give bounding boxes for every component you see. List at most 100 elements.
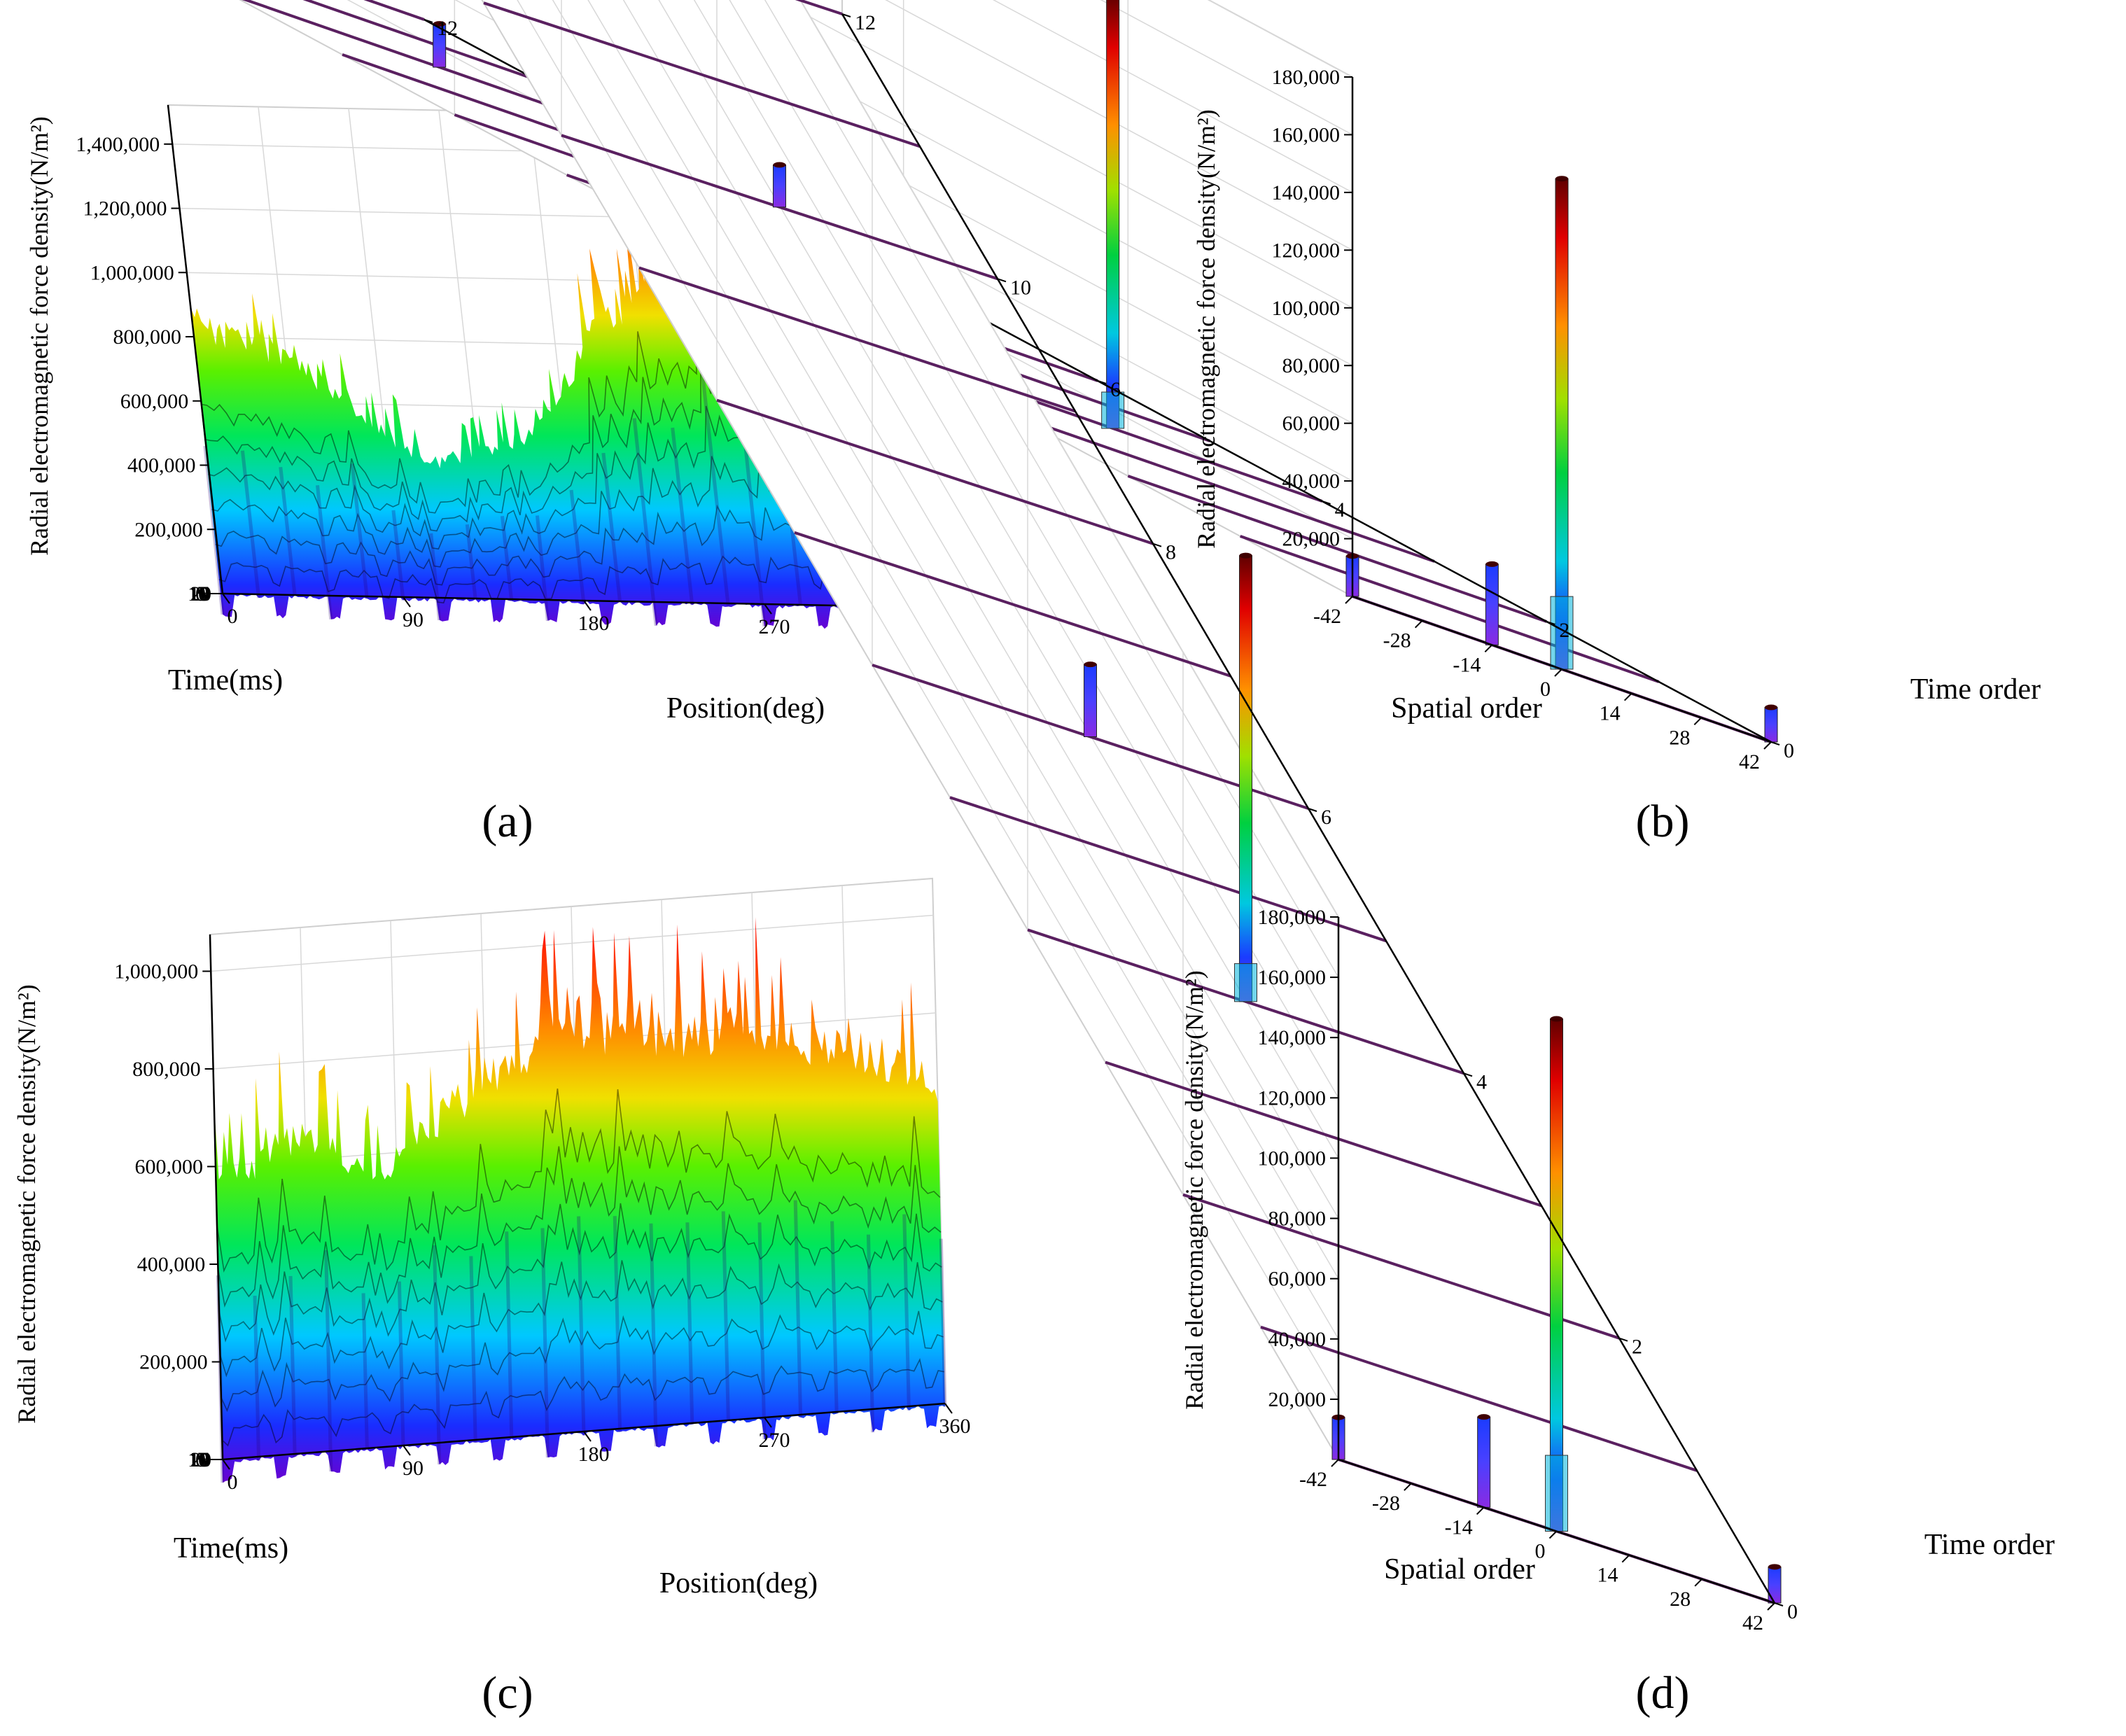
bar <box>1550 1018 1563 1532</box>
y-tick <box>1770 741 1780 746</box>
y-tick-label: 0 <box>1784 739 1794 762</box>
z-tick-label: 120,000 <box>1258 1086 1327 1110</box>
bar <box>1477 1416 1491 1508</box>
x-tick <box>1763 741 1772 750</box>
x-tick <box>583 1431 592 1442</box>
bar-top <box>773 162 786 168</box>
grid-line <box>777 0 1353 309</box>
y-tick-label: 8 <box>1166 541 1176 564</box>
bar <box>1768 1566 1782 1604</box>
z-tick-label: 140,000 <box>1272 181 1341 204</box>
panel-label-a: (a) <box>482 796 533 847</box>
surface-ridge <box>324 1250 333 1472</box>
x-axis-title: Position(deg) <box>666 692 825 724</box>
z-tick-label: 120,000 <box>1272 239 1341 262</box>
surface-ridge <box>465 524 477 600</box>
surface-ridge <box>685 1222 694 1424</box>
x-tick-label: 0 <box>1535 1540 1546 1563</box>
y-tick-label: 15 <box>189 1448 210 1471</box>
x-tick-label: 180 <box>578 1443 610 1466</box>
grid-line <box>669 0 1353 366</box>
x-tick-label: 0 <box>1540 678 1551 701</box>
bar-top <box>1084 662 1097 668</box>
z-tick-label: 600,000 <box>134 1156 203 1179</box>
x-tick <box>1484 644 1493 653</box>
floor-line <box>302 0 537 81</box>
z-tick-label: 180,000 <box>1258 906 1327 929</box>
y-tick-label: 0 <box>1787 1600 1798 1623</box>
y-tick-label: 4 <box>1476 1070 1487 1093</box>
grid-line <box>729 0 1339 1038</box>
z-tick-label: 1,200,000 <box>83 197 167 220</box>
z-tick-label: 20,000 <box>1282 528 1341 551</box>
z-tick-label: 80,000 <box>1268 1208 1327 1231</box>
surface-ridge <box>535 515 550 622</box>
floor-line <box>949 796 1387 943</box>
contour-line <box>218 1203 942 1343</box>
z-tick-label: 60,000 <box>1268 1268 1327 1291</box>
y-tick-label: 10 <box>188 1448 209 1471</box>
bar-top <box>1550 1016 1563 1022</box>
surface-ridge <box>315 485 333 620</box>
z-tick-label: 600,000 <box>120 390 189 413</box>
bar-top <box>1485 561 1499 567</box>
surface-ridge <box>203 445 225 615</box>
y-tick <box>1463 1072 1473 1077</box>
surface-ridge <box>279 466 297 596</box>
surface-ridge <box>613 1216 622 1432</box>
grid-line <box>587 0 1339 1280</box>
y-tick-label: 6 <box>1110 378 1121 401</box>
z-tick-label: 200,000 <box>134 518 203 541</box>
x-axis-title: Position(deg) <box>659 1567 818 1600</box>
z-tick-label: 100,000 <box>1258 1147 1327 1170</box>
z-tick-label: 160,000 <box>1258 966 1327 989</box>
x-tick <box>1476 1506 1485 1516</box>
z-tick-label: 1,000,000 <box>90 261 174 284</box>
x-tick <box>1548 1530 1558 1539</box>
surface-ridge <box>240 450 261 598</box>
contour-line <box>216 1088 941 1273</box>
z-tick-label: 1,400,000 <box>76 133 160 156</box>
bar <box>1106 0 1120 429</box>
z-tick-label: 800,000 <box>113 326 181 349</box>
y-tick <box>1774 1602 1784 1606</box>
surface-ridge <box>577 1216 586 1436</box>
x-tick-label: 14 <box>1600 702 1621 725</box>
bar-top <box>1765 704 1777 710</box>
x-tick-label: 0 <box>228 1471 238 1494</box>
bar-base <box>1234 963 1257 1002</box>
grid-line <box>693 0 1339 1098</box>
x-tick <box>1554 668 1562 677</box>
surface-ridge <box>397 1281 405 1446</box>
y-tick-label: 5 <box>197 582 207 606</box>
x-tick <box>944 1403 953 1414</box>
z-tick-label: 200,000 <box>139 1351 208 1374</box>
x-tick-label: -42 <box>1313 605 1341 628</box>
bar <box>1084 664 1097 738</box>
z-tick-label: 80,000 <box>1282 354 1341 377</box>
x-tick-label: 28 <box>1670 1588 1691 1611</box>
x-tick-label: -14 <box>1445 1516 1473 1539</box>
grid-line <box>622 0 1339 1219</box>
bar <box>1764 707 1778 743</box>
bar <box>773 164 786 208</box>
y-tick-label: 2 <box>1632 1336 1642 1359</box>
y-tick-label: 10 <box>188 582 209 606</box>
surface-ridge <box>721 1211 730 1421</box>
y-tick <box>1322 500 1331 505</box>
panel-label-d: (d) <box>1636 1667 1690 1718</box>
grid-line <box>517 0 1339 1400</box>
x-tick-label: -42 <box>1299 1468 1327 1491</box>
surface-ridge <box>429 533 442 621</box>
bar-base <box>1550 596 1574 670</box>
bar <box>1239 555 1252 1002</box>
x-tick-label: 0 <box>228 605 238 628</box>
contour-line <box>219 1260 943 1378</box>
surface-ridge <box>699 365 730 607</box>
grid-line <box>658 0 1339 1158</box>
x-axis-title: Spatial order <box>1391 692 1542 724</box>
y-tick-label: 12 <box>437 17 458 40</box>
surface-ridge <box>793 1200 803 1418</box>
floor-line <box>1127 475 1547 623</box>
x-tick <box>403 596 411 608</box>
